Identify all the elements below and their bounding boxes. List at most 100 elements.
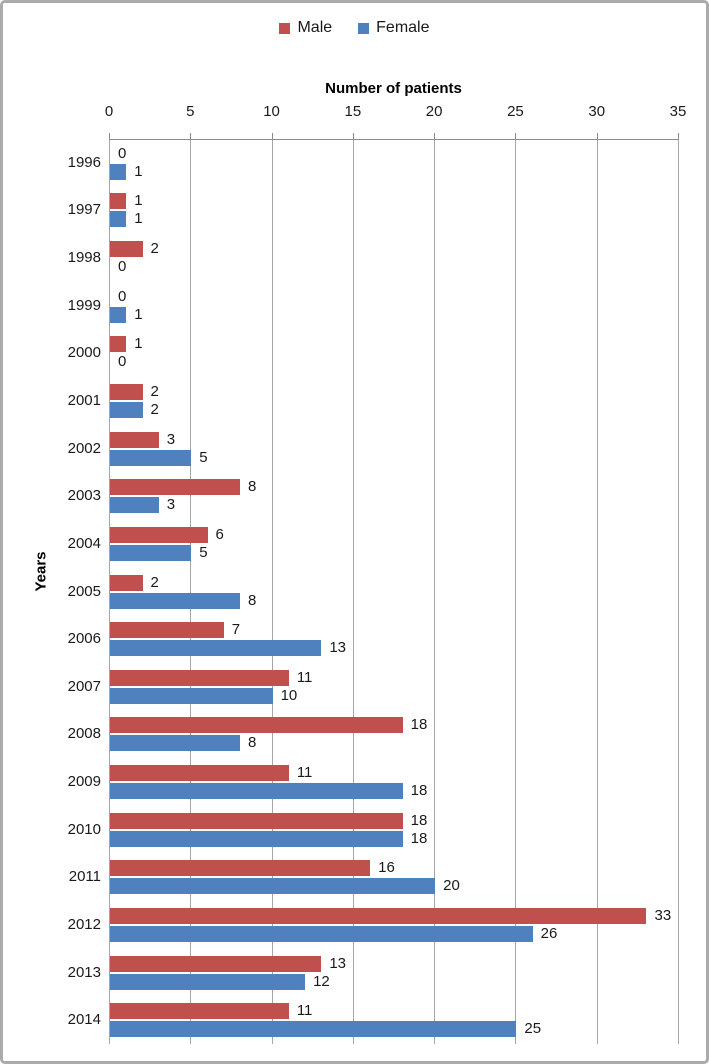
bar-male	[110, 812, 403, 829]
year-label: 2003	[67, 487, 101, 505]
female-series-swatch-icon	[358, 22, 370, 34]
bar-female	[110, 830, 403, 847]
year-label: 2009	[67, 773, 101, 791]
legend-item-male: Male	[279, 19, 332, 37]
value-label-female: 5	[199, 448, 208, 466]
value-label-female: 1	[134, 305, 143, 323]
gridline	[271, 140, 273, 1044]
value-label-male: 0	[118, 287, 127, 305]
bar-female	[110, 973, 306, 990]
value-label-male: 13	[329, 954, 347, 972]
x-tick-mark	[678, 133, 679, 139]
year-label: 2006	[67, 630, 101, 648]
bar-female	[110, 640, 322, 657]
bar-male	[110, 431, 159, 448]
bar-female	[110, 544, 192, 561]
bar-female	[110, 1021, 517, 1038]
value-label-female: 0	[118, 353, 127, 371]
bar-female	[110, 735, 241, 752]
x-tick-label: 25	[507, 103, 524, 120]
legend-label-male: Male	[297, 19, 333, 36]
x-tick-label: 15	[344, 103, 362, 120]
value-label-male: 1	[134, 192, 143, 210]
year-label: 2004	[67, 534, 101, 552]
bar-female	[110, 449, 192, 466]
year-label: 2011	[68, 868, 101, 886]
value-label-female: 0	[118, 258, 127, 276]
year-label: 2005	[67, 582, 101, 600]
gridline	[109, 140, 110, 1044]
year-label: 2013	[67, 963, 101, 981]
bar-male	[110, 860, 371, 877]
x-axis-title: Number of patients	[325, 80, 462, 97]
value-label-female: 13	[329, 639, 347, 657]
value-label-female: 1	[134, 210, 143, 228]
bar-male	[110, 574, 143, 591]
bar-male	[110, 765, 289, 782]
value-label-male: 2	[150, 382, 159, 400]
year-label: 2014	[67, 1011, 101, 1029]
bar-female	[110, 497, 159, 514]
year-label: 1996	[67, 153, 101, 171]
year-label: 2001	[67, 391, 101, 409]
legend: Male Female	[3, 19, 706, 37]
gridline	[434, 140, 436, 1044]
value-label-female: 20	[443, 877, 460, 895]
x-tick-label: 35	[669, 103, 687, 120]
legend-label-female: Female	[376, 19, 430, 36]
value-label-male: 11	[296, 1002, 313, 1020]
x-tick-mark	[352, 133, 354, 139]
value-label-male: 8	[248, 478, 257, 496]
x-tick-label: 20	[425, 103, 443, 120]
x-tick-label: 30	[588, 103, 606, 120]
bar-female	[110, 687, 273, 704]
bar-female	[110, 211, 127, 228]
value-label-male: 3	[166, 430, 176, 448]
value-label-female: 18	[410, 782, 428, 800]
gridline	[678, 140, 679, 1044]
value-label-male: 18	[410, 811, 428, 829]
x-tick-mark	[271, 133, 273, 139]
bar-male	[110, 193, 127, 210]
legend-item-female: Female	[358, 19, 430, 37]
bar-male	[110, 241, 143, 258]
x-tick-mark	[515, 133, 517, 139]
year-label: 2010	[67, 820, 101, 838]
bar-female	[110, 401, 143, 418]
value-label-female: 5	[199, 543, 208, 561]
value-label-female: 8	[248, 591, 257, 609]
bar-male	[110, 907, 647, 924]
value-label-male: 16	[378, 859, 395, 877]
value-label-male: 7	[231, 621, 241, 639]
bar-male	[110, 669, 289, 686]
value-label-female: 2	[150, 400, 159, 418]
value-label-female: 10	[280, 686, 298, 704]
value-label-male: 18	[410, 716, 428, 734]
year-label: 2012	[67, 915, 101, 933]
bar-male	[110, 717, 403, 734]
x-tick-mark	[190, 133, 192, 139]
year-label: 2002	[67, 439, 101, 457]
value-label-male: 33	[654, 906, 672, 924]
value-label-female: 26	[540, 924, 558, 942]
year-label: 2000	[67, 344, 101, 362]
bar-male	[110, 955, 322, 972]
bar-male	[110, 336, 127, 353]
bar-male	[110, 526, 208, 543]
value-label-male: 6	[215, 525, 224, 543]
value-label-male: 11	[296, 764, 313, 782]
year-label: 2007	[67, 677, 101, 695]
x-tick-mark	[109, 133, 110, 139]
x-tick-label: 5	[186, 103, 195, 120]
year-label: 1997	[67, 201, 101, 219]
value-label-male: 2	[150, 573, 159, 591]
x-axis-line	[109, 139, 679, 140]
male-series-swatch-icon	[279, 22, 291, 34]
year-label: 1998	[67, 249, 101, 267]
year-label: 1999	[67, 296, 101, 314]
value-label-male: 11	[296, 668, 313, 686]
bar-female	[110, 783, 403, 800]
year-label: 2008	[67, 725, 101, 743]
x-tick-mark	[596, 133, 598, 139]
